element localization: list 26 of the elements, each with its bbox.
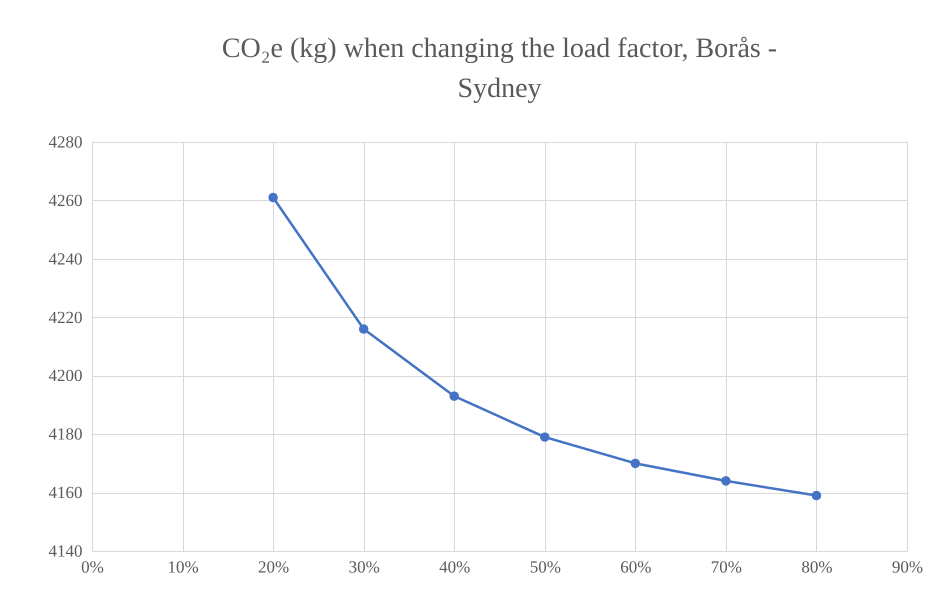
chart-title: CO₂e (kg) when changing the load factor, Borås - Sydney [222, 33, 778, 104]
point [268, 192, 278, 202]
point [630, 458, 640, 468]
y-tick-label: 4220 [48, 308, 82, 327]
y-tick-label: 4240 [48, 249, 82, 268]
x-tick-label: 70% [710, 558, 742, 576]
y-tick-label: 4160 [48, 483, 82, 502]
point [358, 324, 368, 334]
x-tick-label: 20% [258, 558, 290, 576]
x-tick-label: 80% [801, 558, 833, 576]
point [721, 476, 731, 486]
point [449, 391, 459, 401]
x-tick-label: 30% [348, 558, 380, 576]
y-tick-label: 4200 [48, 366, 82, 386]
x-tick-label: 60% [620, 558, 652, 576]
point [540, 432, 550, 442]
point [812, 490, 822, 500]
y-tick-label: 4180 [48, 424, 82, 444]
x-tick-label: 50% [530, 558, 561, 576]
x-tick-label: 40% [439, 558, 470, 576]
x-tick-label: 0% [81, 558, 104, 576]
x-tick-label: 10% [167, 558, 199, 576]
y-tick-label: 4280 [48, 132, 82, 152]
y-tick-label: 4260 [48, 190, 82, 210]
x-tick-label: 90% [892, 558, 924, 576]
y-tick-label: 4140 [48, 542, 82, 560]
